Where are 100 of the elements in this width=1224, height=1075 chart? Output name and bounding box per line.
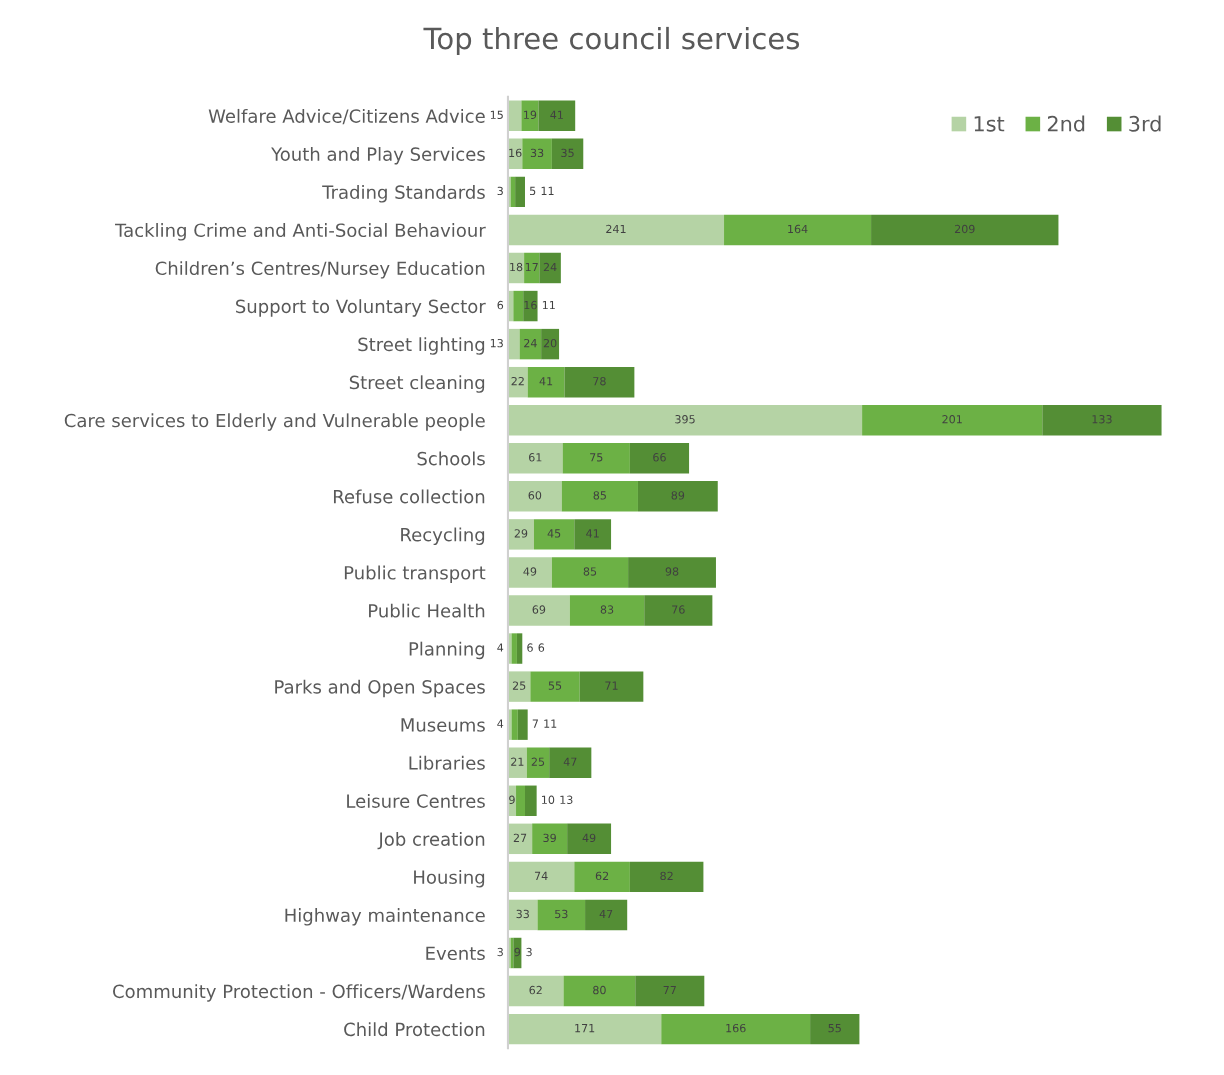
bar xyxy=(549,747,592,778)
bar xyxy=(507,443,563,474)
legend-label: 3rd xyxy=(1129,115,1161,132)
data-label: 75 xyxy=(590,453,603,462)
data-label: 11 xyxy=(541,186,554,195)
data-label: 171 xyxy=(575,1024,595,1033)
bar xyxy=(507,1013,662,1045)
y-tick-label: Job creation xyxy=(377,831,485,850)
data-label: 18 xyxy=(510,262,523,272)
y-tick-label: Public transport xyxy=(344,565,486,584)
bar xyxy=(511,633,517,664)
data-label: 6 xyxy=(538,643,545,652)
data-label: 76 xyxy=(672,605,685,614)
data-label: 6 xyxy=(527,643,533,652)
bar xyxy=(524,252,540,284)
data-label: 10 xyxy=(542,795,555,804)
bar xyxy=(871,214,1059,246)
y-tick-label: Welfare Advice/Citizens Advice xyxy=(208,108,485,125)
bar xyxy=(507,214,725,246)
data-label: 3 xyxy=(497,947,503,957)
data-label: 17 xyxy=(525,262,538,272)
bar xyxy=(527,366,565,398)
data-label: 85 xyxy=(583,567,597,576)
data-label: 5 xyxy=(530,186,536,196)
data-label: 25 xyxy=(512,681,526,690)
data-label: 85 xyxy=(593,491,606,500)
bar xyxy=(724,214,872,246)
bar xyxy=(532,823,568,855)
y-tick-label: Recycling xyxy=(401,527,485,545)
y-tick-label: Child Protection xyxy=(344,1022,485,1037)
data-label: 11 xyxy=(542,301,555,310)
bar xyxy=(526,747,550,778)
bar xyxy=(628,557,716,588)
bar xyxy=(516,633,523,664)
bar xyxy=(629,443,690,474)
bar xyxy=(551,138,584,170)
data-label: 7 xyxy=(532,719,538,728)
data-label: 16 xyxy=(509,148,522,158)
data-label: 20 xyxy=(543,338,557,348)
data-label: 62 xyxy=(529,985,542,995)
data-label: 395 xyxy=(675,415,695,424)
bar xyxy=(507,328,520,360)
bar xyxy=(511,709,518,740)
data-label: 4 xyxy=(497,719,504,728)
bar xyxy=(569,595,645,626)
bar xyxy=(574,861,630,893)
data-label: 16 xyxy=(524,300,537,310)
data-label: 21 xyxy=(511,757,524,766)
y-tick-label: Public Health xyxy=(369,603,485,618)
data-label: 35 xyxy=(561,148,574,158)
bar xyxy=(507,557,552,588)
data-label: 15 xyxy=(490,110,503,119)
y-tick-label: Events xyxy=(426,946,485,961)
data-label: 9 xyxy=(509,795,515,804)
bar xyxy=(635,975,705,1007)
y-tick-label: Community Protection - Officers/Wardens xyxy=(113,984,485,1002)
bar xyxy=(523,290,538,322)
data-label: 9 xyxy=(514,947,521,957)
data-label: 41 xyxy=(539,377,553,386)
data-label: 133 xyxy=(1092,415,1112,424)
bar xyxy=(585,899,628,931)
data-label: 77 xyxy=(663,986,676,995)
y-tick-label: Support to Voluntary Sector xyxy=(236,299,486,317)
y-tick-label: Leisure Centres xyxy=(347,793,485,808)
data-label: 201 xyxy=(942,415,962,424)
y-tick-label: Children’s Centres/Nursey Education xyxy=(155,261,485,279)
bar xyxy=(537,899,586,931)
data-label: 45 xyxy=(547,529,561,538)
bar xyxy=(661,1013,811,1045)
bar xyxy=(561,481,638,512)
data-label: 55 xyxy=(548,681,562,690)
data-label: 71 xyxy=(605,681,618,690)
data-label: 39 xyxy=(543,833,556,843)
data-label: 83 xyxy=(600,605,614,614)
y-tick-label: Planning xyxy=(409,641,485,660)
data-label: 74 xyxy=(534,871,548,880)
bar xyxy=(564,366,635,398)
data-label: 13 xyxy=(560,795,573,804)
bar xyxy=(507,481,562,512)
data-label: 82 xyxy=(660,871,673,881)
bar xyxy=(516,785,525,816)
y-tick-label: Tackling Crime and Anti-Social Behaviour xyxy=(115,223,486,241)
bar xyxy=(507,975,564,1007)
bar xyxy=(862,405,1043,436)
bar xyxy=(567,823,612,855)
data-label: 69 xyxy=(532,605,546,614)
bar xyxy=(517,709,528,740)
bar xyxy=(530,671,580,702)
data-label: 6 xyxy=(497,300,504,310)
data-label: 27 xyxy=(513,833,527,842)
legend-label: 1st xyxy=(974,116,1005,132)
data-label: 33 xyxy=(530,148,544,158)
bar xyxy=(507,595,570,626)
bar xyxy=(574,519,612,550)
legend-label: 2nd xyxy=(1047,115,1085,132)
bar xyxy=(637,481,718,512)
data-label: 19 xyxy=(524,110,537,119)
data-label: 55 xyxy=(828,1024,841,1033)
bar xyxy=(533,519,575,550)
bar xyxy=(507,671,531,702)
